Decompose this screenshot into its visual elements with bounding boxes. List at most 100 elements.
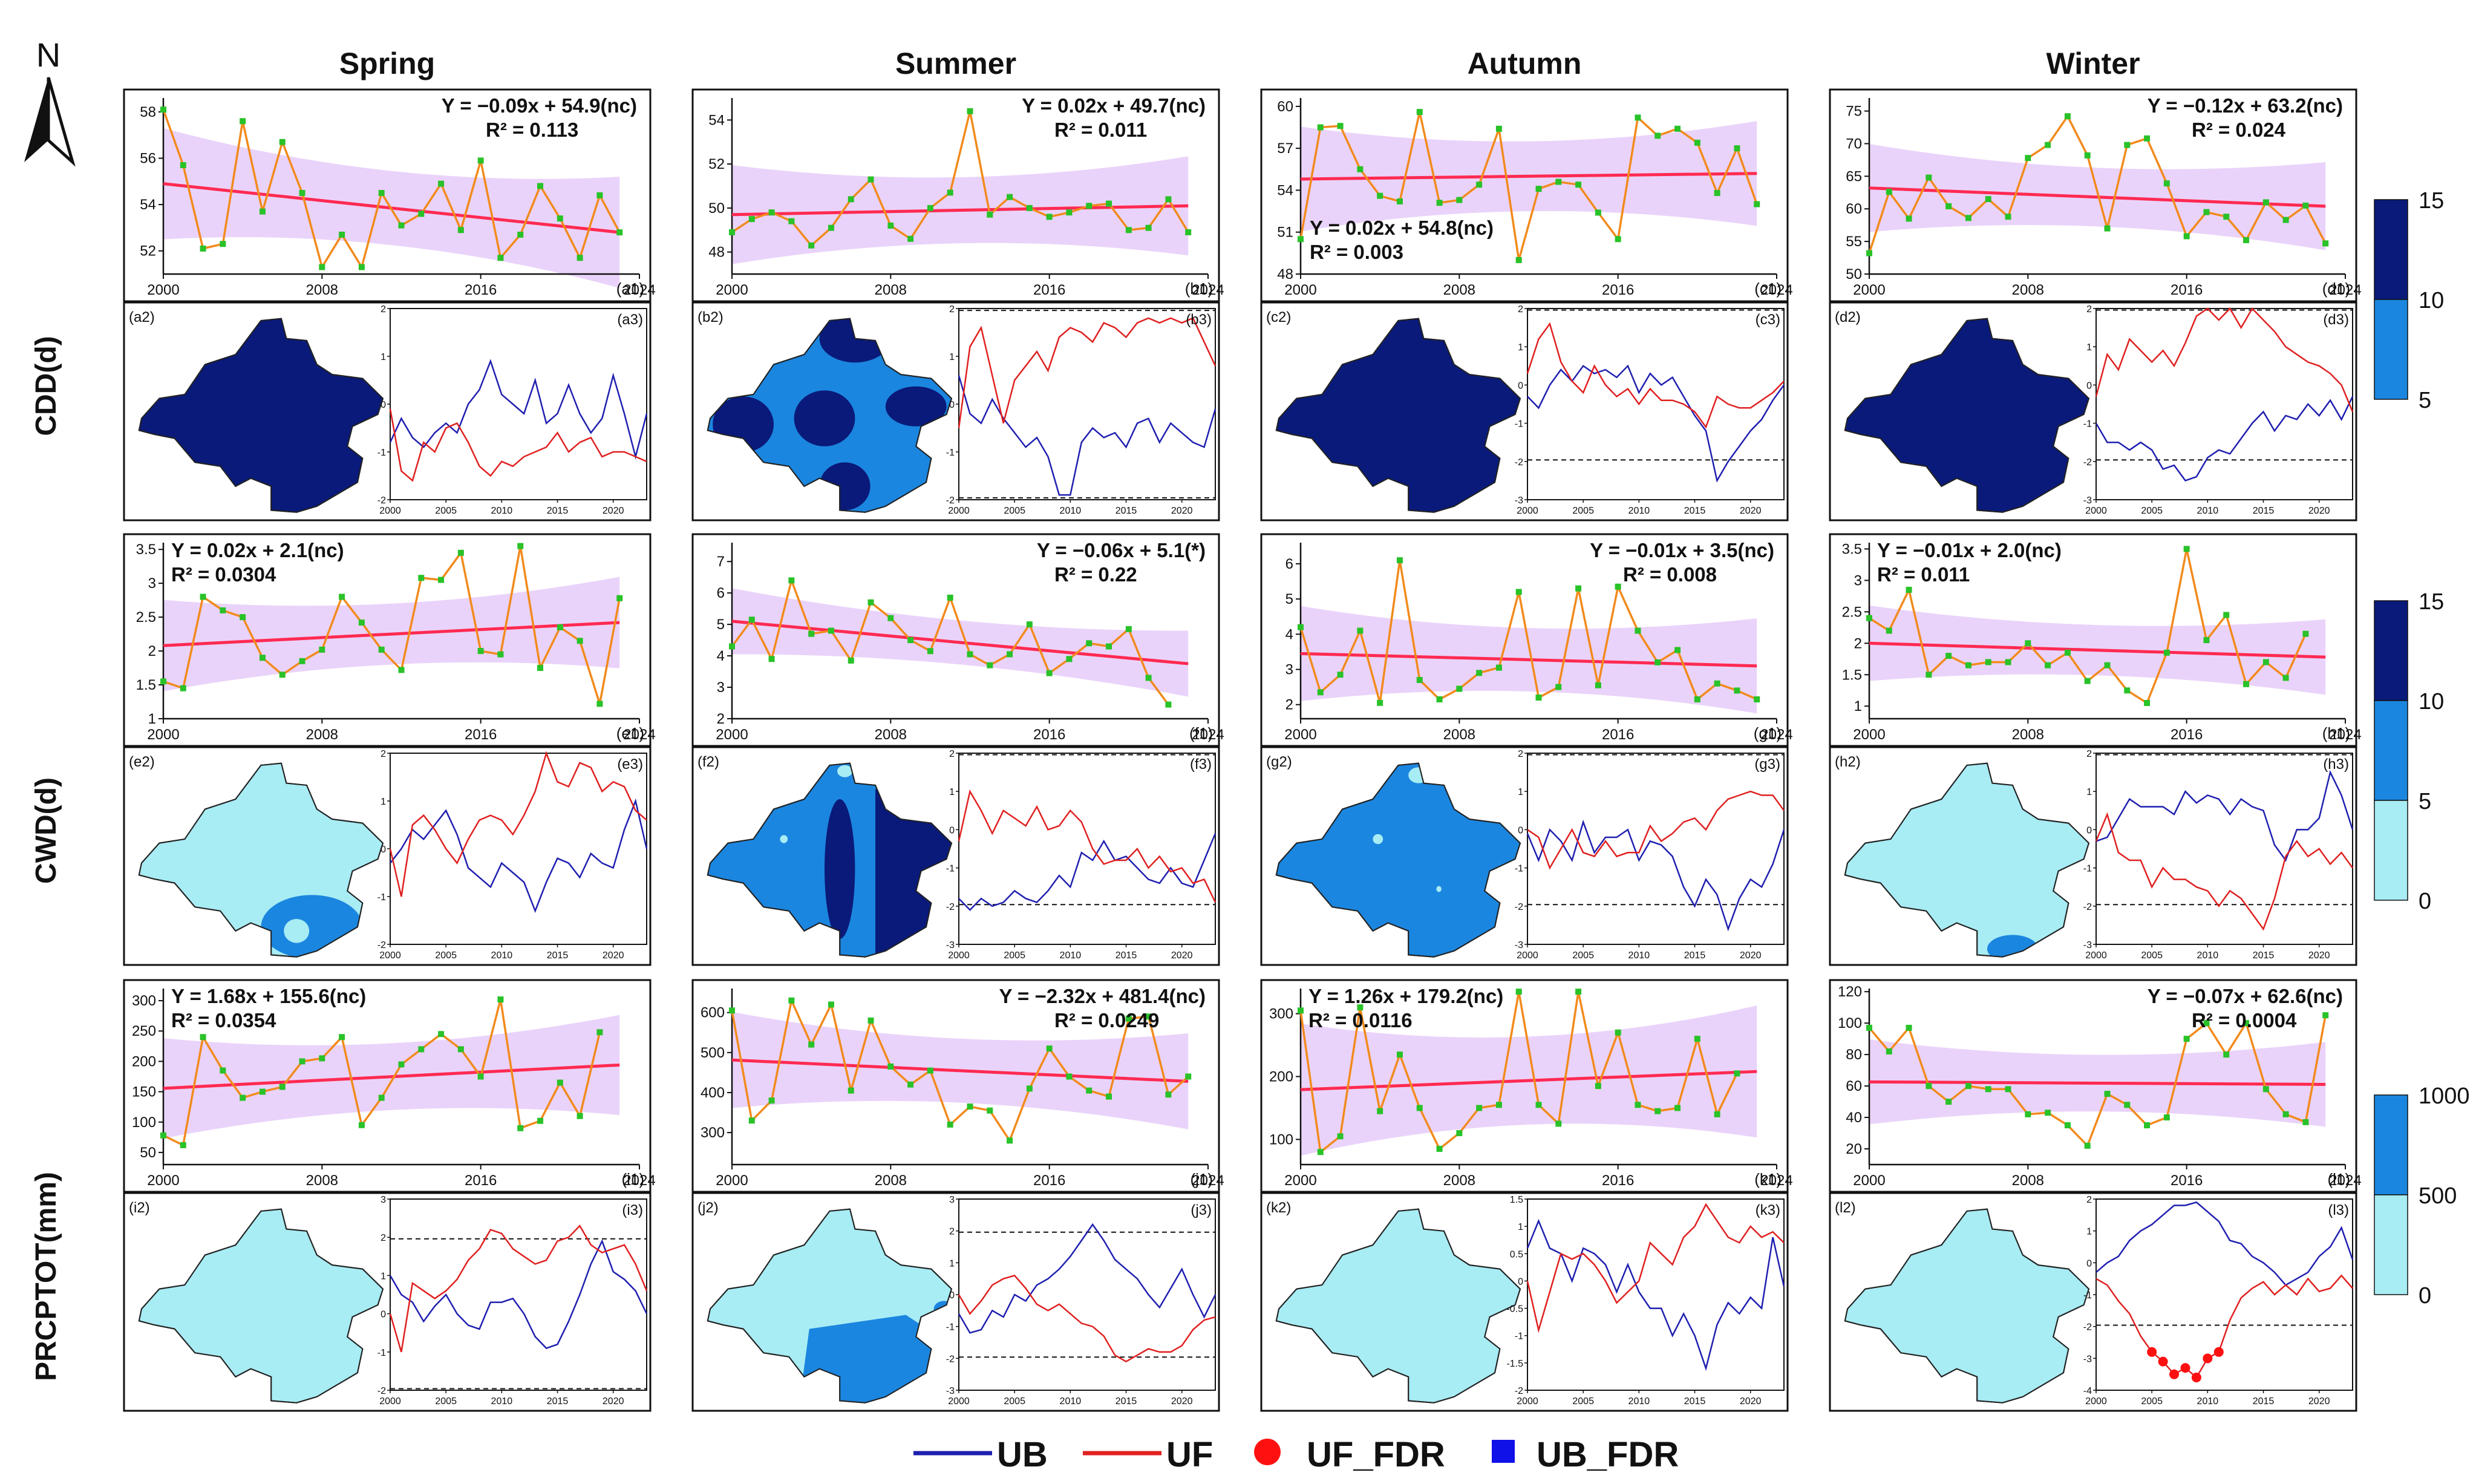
dry-spot xyxy=(284,919,310,943)
data-point xyxy=(887,222,894,229)
data-point xyxy=(279,139,286,145)
data-point xyxy=(867,599,874,606)
colorbar: 15 10 5 0 xyxy=(2374,589,2444,914)
y-tick-label: 2 xyxy=(717,711,725,727)
trend-line xyxy=(163,621,620,647)
data-point xyxy=(1086,640,1093,647)
x-tick-label: 2008 xyxy=(306,282,338,298)
data-point xyxy=(2064,649,2071,656)
colorbar-tick-label: 5 xyxy=(2419,388,2431,413)
trend-chart-b1: 48 50 52 54 2000 2008 2016 2024 Y = 0.02x + 49.7… xyxy=(691,88,1224,302)
trend-line xyxy=(1869,641,2326,659)
data-point xyxy=(907,637,914,644)
data-point xyxy=(398,667,405,673)
data-point xyxy=(299,658,305,664)
r-squared: R² = 0.0004 xyxy=(2192,1009,2297,1031)
mk-chart-i3: -2 -1 0 1 2 3 2000 2005 2010 2015 2020 (i3) xyxy=(377,1195,648,1407)
uf-fdr-dot xyxy=(2147,1347,2157,1357)
data-point xyxy=(1476,181,1483,188)
data-point xyxy=(1535,186,1542,192)
y-tick-label: 40 xyxy=(1846,1110,1862,1126)
data-point xyxy=(1985,1086,1991,1093)
y-tick-label: 400 xyxy=(701,1085,725,1101)
data-point xyxy=(1886,189,1892,195)
y-tick-label: 1 xyxy=(1518,342,1523,353)
x-tick-label: 2000 xyxy=(716,1172,748,1189)
y-tick-label: -1.5 xyxy=(1506,1359,1523,1369)
data-point xyxy=(319,1055,325,1062)
data-point xyxy=(418,1046,425,1053)
season-title: Autumn xyxy=(1468,47,1582,80)
r-squared: R² = 0.0304 xyxy=(171,563,276,586)
trend-chart-g1: 2 3 4 5 6 2000 2008 2016 2024 Y = −0.01x + 3.5(nc… xyxy=(1260,533,1793,747)
x-tick-label: 2024 xyxy=(2329,1172,2361,1189)
province-outline xyxy=(1844,1208,2090,1404)
panel-label: (e1) xyxy=(616,724,644,742)
wet-region xyxy=(261,895,363,957)
uf-line xyxy=(389,751,647,897)
y-tick-label: -1 xyxy=(946,448,955,458)
data-point xyxy=(1694,696,1700,702)
x-tick-label: 2000 xyxy=(147,727,179,743)
data-point xyxy=(1416,109,1423,116)
x-tick-label: 2000 xyxy=(716,727,748,743)
y-tick-label: 3 xyxy=(1854,572,1862,589)
x-tick-label: 2024 xyxy=(1192,727,1224,743)
y-tick-label: -2 xyxy=(2083,1322,2092,1333)
mk-frame xyxy=(1527,308,1785,500)
bottom-panel-frame xyxy=(1829,301,2357,521)
data-point xyxy=(1185,229,1192,235)
x-tick-label: 2008 xyxy=(2012,1172,2044,1189)
data-point xyxy=(438,577,445,583)
data-point xyxy=(2084,678,2091,684)
x-tick-label: 2015 xyxy=(1116,506,1137,516)
panel-label: (e3) xyxy=(617,756,643,773)
y-tick-label: 60 xyxy=(1846,201,1862,217)
y-tick-label: 2 xyxy=(1854,635,1862,652)
data-point xyxy=(927,648,933,655)
x-tick-label: 2000 xyxy=(379,950,401,961)
province-fill xyxy=(1844,762,2090,958)
data-point xyxy=(768,209,775,216)
data-point xyxy=(987,662,993,668)
y-tick-label: 100 xyxy=(1269,1131,1293,1148)
y-tick-label: -1 xyxy=(377,448,386,458)
y-tick-label: 0 xyxy=(2086,381,2092,391)
x-tick-label: 2016 xyxy=(465,1172,497,1189)
uf-fdr-dot xyxy=(2203,1353,2213,1364)
x-tick-label: 2020 xyxy=(2308,950,2330,961)
mk-frame xyxy=(1527,1198,1785,1391)
province-outline xyxy=(1275,762,1521,958)
data-point xyxy=(748,216,755,223)
data-point xyxy=(2025,155,2031,162)
x-tick-label: 2010 xyxy=(491,1396,513,1407)
data-point xyxy=(457,1046,464,1053)
map-label: (c2) xyxy=(1266,309,1291,325)
north-arrow-left xyxy=(24,77,48,162)
mk-chart-c3: -3 -2 -1 0 1 2 2000 2005 2010 2015 2020 (c3) xyxy=(1515,304,1785,516)
panel-frame xyxy=(123,979,652,1193)
y-tick-label: 2 xyxy=(949,749,955,759)
x-tick-label: 2010 xyxy=(1060,950,1082,961)
y-tick-label: 0 xyxy=(949,1290,955,1301)
mk-frame xyxy=(2095,753,2353,945)
data-point xyxy=(1595,209,1601,216)
data-point xyxy=(1714,190,1720,197)
uf-line xyxy=(958,1274,1216,1363)
panel-label: (l3) xyxy=(2328,1202,2349,1218)
map-f2 xyxy=(707,762,953,958)
data-point xyxy=(2163,180,2170,187)
data-point xyxy=(259,208,266,215)
x-tick-label: 2008 xyxy=(2012,727,2044,743)
panel-label: (k1) xyxy=(1754,1170,1782,1188)
data-point xyxy=(160,678,166,685)
x-tick-label: 2020 xyxy=(603,950,624,961)
colorbar: 1000 500 0 xyxy=(2374,1084,2470,1309)
data-point xyxy=(1476,1105,1483,1111)
y-tick-label: -2 xyxy=(946,902,955,912)
map-j2 xyxy=(707,1208,953,1404)
y-tick-label: -2 xyxy=(377,495,386,506)
trend-chart-k1: 100 200 300 2000 2008 2016 2024 Y = 1.26x + 179… xyxy=(1260,979,1793,1193)
province-fill xyxy=(138,1208,384,1404)
